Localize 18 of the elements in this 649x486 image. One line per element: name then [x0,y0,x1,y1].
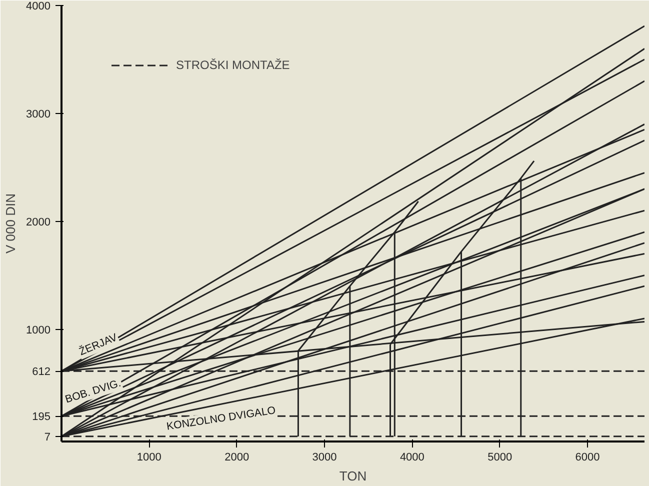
x-tick-label: 6000 [575,452,600,464]
x-tick-label: 1000 [136,452,162,464]
y-tick-label: 195 [32,411,51,424]
x-tick-label: 2000 [224,452,250,464]
annotation: BOB. DVIG. [64,377,122,406]
x-axis-title: TON [339,468,367,484]
x-tick-label: 5000 [488,452,512,464]
y-tick-label: 2000 [26,216,51,228]
legend-label: STROŠKI MONTAŽE [176,58,290,72]
y-tick-label: 7 [44,431,51,444]
y-tick-label: 4000 [26,0,51,12]
x-tick-label: 3000 [312,452,337,464]
y-tick-label: 612 [32,366,51,378]
y-axis-title: V 000 DIN [3,194,18,254]
y-tick-label: 3000 [26,108,51,120]
y-tick-label: 1000 [26,324,51,336]
annotation: KONZOLNO DVIGALO [166,404,276,433]
x-tick-label: 4000 [400,452,424,464]
